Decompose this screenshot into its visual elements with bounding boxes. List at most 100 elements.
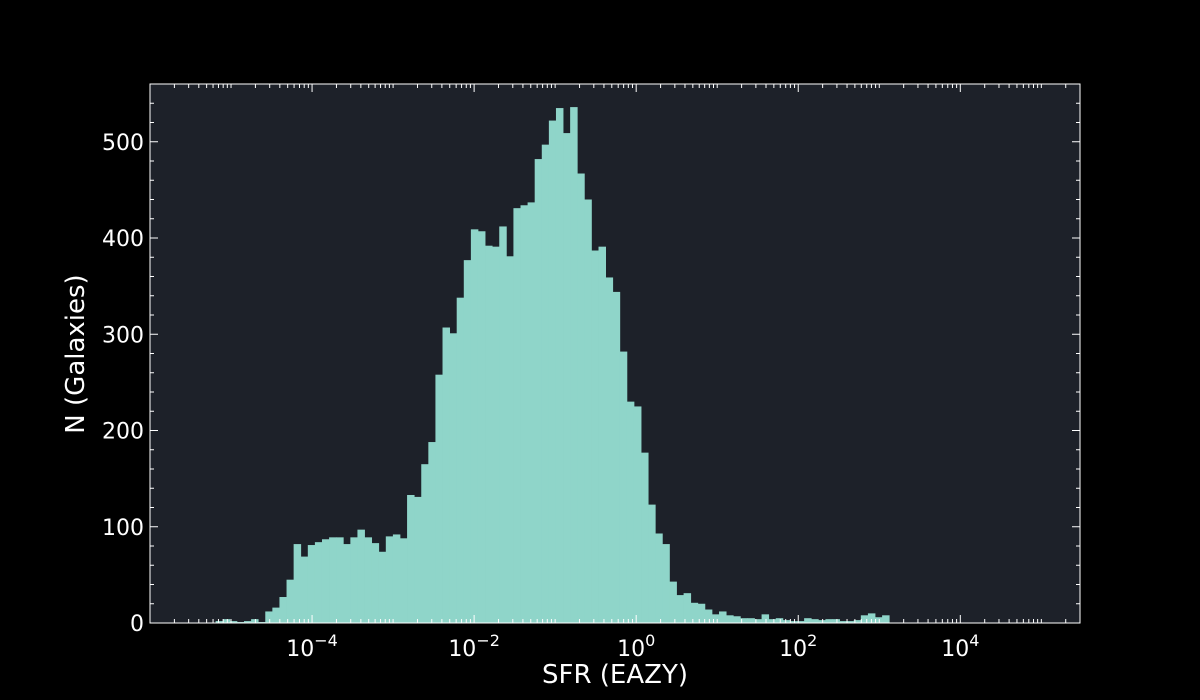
histogram-bar — [733, 616, 741, 623]
histogram-bar — [541, 144, 550, 623]
histogram-bar — [726, 615, 734, 623]
y-axis-label: N (Galaxies) — [61, 274, 91, 433]
histogram-bar — [470, 229, 479, 623]
histogram-bar — [761, 614, 770, 623]
histogram-bar — [520, 205, 528, 623]
histogram-bar — [605, 277, 614, 623]
histogram-bar — [513, 208, 521, 623]
histogram-bar — [804, 618, 812, 623]
histogram-bar — [555, 108, 564, 623]
histogram-bar — [740, 618, 748, 623]
histogram-bar — [711, 614, 720, 623]
histogram-bar — [612, 291, 621, 623]
histogram-bar — [754, 619, 762, 623]
histogram-bar — [655, 533, 663, 623]
histogram-bar — [414, 496, 422, 623]
histogram-bar — [563, 133, 571, 623]
histogram-bar — [860, 615, 869, 623]
histogram-bar — [697, 603, 706, 623]
histogram-bar — [775, 618, 784, 623]
histogram-bar — [747, 618, 755, 623]
y-tick-label: 400 — [102, 227, 144, 252]
x-axis-label: SFR (EAZY) — [542, 660, 688, 690]
histogram-bar — [676, 595, 684, 623]
histogram-bar — [244, 621, 252, 623]
histogram-bar — [818, 620, 826, 623]
y-tick-label: 0 — [130, 612, 144, 637]
histogram-bar — [882, 615, 890, 623]
histogram-bar — [719, 611, 727, 623]
histogram-bar — [378, 551, 387, 623]
histogram-bar — [449, 333, 458, 623]
histogram-bar — [300, 556, 309, 623]
histogram-bar — [229, 621, 238, 623]
histogram-bar — [407, 494, 415, 623]
histogram-bar — [456, 297, 465, 623]
histogram-bar — [591, 250, 599, 623]
histogram-bar — [343, 544, 351, 623]
x-tick-label: 104 — [941, 631, 979, 662]
histogram-bar — [385, 536, 394, 624]
y-tick-label: 500 — [102, 131, 144, 156]
histogram-bar — [286, 579, 295, 623]
histogram-bar — [251, 619, 259, 623]
histogram-bar — [832, 619, 840, 623]
histogram-bar — [428, 442, 436, 623]
histogram-bar — [626, 401, 635, 624]
histogram-bar — [648, 504, 656, 623]
histogram-bar — [839, 621, 848, 623]
histogram-bar — [570, 107, 578, 624]
histogram-bar — [364, 537, 373, 623]
histogram-bar — [853, 620, 862, 623]
histogram-bar — [265, 611, 273, 623]
histogram-bar — [314, 542, 323, 623]
histogram-bar — [350, 537, 358, 623]
histogram-bar — [392, 534, 401, 623]
histogram-bar — [683, 593, 692, 623]
histogram-bar — [499, 226, 507, 623]
histogram-bar — [577, 173, 585, 623]
y-tick-label: 100 — [102, 516, 144, 541]
histogram-bar — [463, 260, 472, 623]
histogram-bar — [477, 231, 486, 623]
histogram-bar — [485, 245, 493, 623]
histogram-bar — [307, 545, 316, 623]
histogram-bar — [506, 256, 514, 623]
x-tick-label: 102 — [779, 631, 817, 662]
histogram-bar — [442, 327, 451, 623]
histogram-bar — [279, 597, 287, 623]
histogram-bar — [633, 406, 642, 623]
histogram-bar — [875, 617, 883, 623]
histogram-bar — [548, 120, 557, 623]
histogram-bar — [435, 374, 443, 623]
histogram-bar — [641, 452, 649, 623]
histogram-bar — [399, 538, 408, 623]
histogram-bar — [534, 159, 543, 623]
tick-labels: 0 100 200 300 400 500 10−4 10−2 100 102 104 — [102, 131, 979, 662]
y-tick-label: 300 — [102, 323, 144, 348]
histogram-bar — [336, 537, 344, 623]
x-tick-label: 10−4 — [286, 631, 338, 662]
histogram-bar — [797, 621, 805, 623]
histogram-bar — [619, 351, 628, 623]
histogram-bar — [421, 464, 429, 623]
plot-frame — [149, 83, 1081, 624]
histogram-bar — [329, 537, 337, 623]
histogram-bar — [669, 581, 677, 623]
histogram-bar — [293, 544, 302, 623]
histogram-bar — [811, 619, 819, 623]
histogram-bar — [782, 620, 791, 623]
histogram-bar — [598, 246, 606, 623]
histogram-bar — [371, 543, 380, 623]
histogram-bar — [825, 619, 833, 623]
histogram-bar — [789, 621, 798, 623]
histogram-bar — [222, 619, 231, 623]
histogram-bar — [527, 202, 536, 623]
histogram-bar — [492, 246, 500, 623]
histogram-bar — [215, 621, 224, 623]
x-tick-label: 10−2 — [448, 631, 500, 662]
histogram-bar — [768, 619, 777, 623]
histogram-bar — [272, 607, 280, 623]
histogram-bar — [584, 199, 592, 623]
